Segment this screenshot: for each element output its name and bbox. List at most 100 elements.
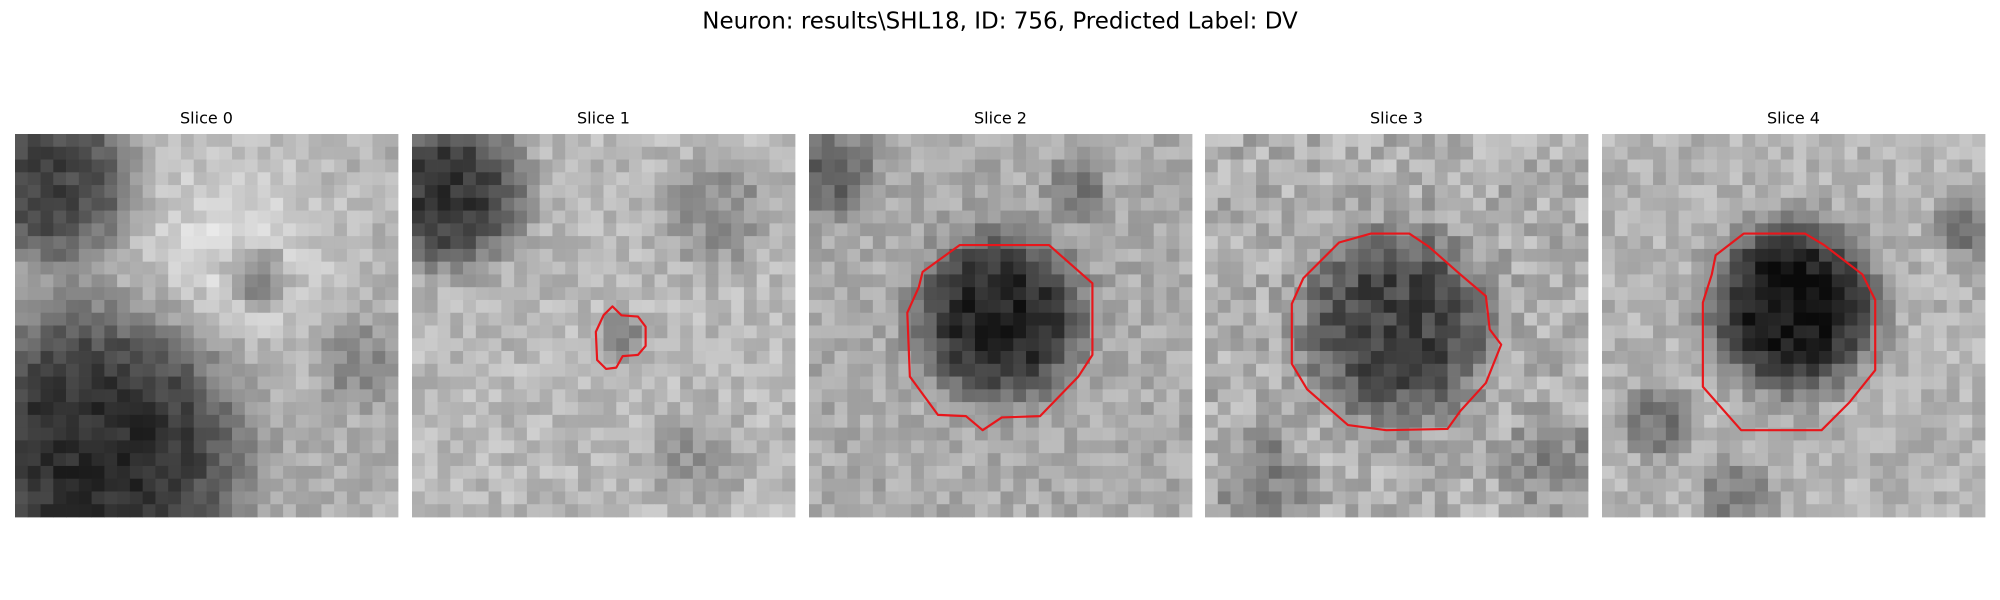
pixel (1806, 351, 1820, 365)
pixel (1115, 504, 1129, 518)
pixel (809, 325, 823, 339)
pixel (1026, 287, 1040, 301)
pixel (1281, 236, 1295, 250)
pixel (552, 453, 566, 467)
pixel (1793, 134, 1807, 148)
pixel (372, 274, 386, 288)
pixel (27, 248, 41, 263)
pixel (1921, 491, 1935, 505)
pixel (616, 504, 630, 518)
pixel (539, 159, 553, 173)
pixel (974, 210, 989, 224)
pixel (731, 146, 745, 160)
pixel (1882, 274, 1897, 288)
pixel (872, 338, 886, 352)
pixel (1422, 236, 1436, 250)
pixel (1691, 389, 1705, 403)
pixel (782, 312, 796, 326)
pixel (488, 453, 502, 467)
pixel (193, 478, 207, 492)
pixel (193, 427, 207, 441)
pixel (616, 414, 630, 429)
pixel (1243, 504, 1257, 518)
pixel (385, 287, 399, 301)
pixel (308, 210, 322, 224)
pixel (180, 299, 195, 314)
pixel (1345, 312, 1359, 326)
pixel (1716, 261, 1731, 275)
pixel (616, 236, 630, 250)
pixel (117, 402, 131, 416)
pixel (1307, 491, 1321, 505)
pixel (219, 185, 233, 199)
pixel (1536, 376, 1551, 390)
pixel (270, 210, 284, 224)
pixel (424, 159, 438, 173)
pixel (1345, 478, 1359, 492)
pixel (821, 223, 835, 237)
pixel (359, 172, 373, 186)
pixel (1026, 197, 1040, 211)
pixel (1691, 248, 1705, 263)
pixel (821, 236, 835, 250)
pixel (1294, 465, 1308, 480)
pixel (1485, 338, 1500, 352)
pixel (769, 172, 783, 186)
pixel (885, 402, 899, 416)
pixel (1128, 491, 1142, 505)
pixel (1230, 274, 1244, 288)
contour (906, 243, 1094, 432)
pixel (1602, 351, 1616, 365)
pixel (641, 389, 655, 403)
pixel (385, 338, 399, 352)
pixel (577, 312, 592, 326)
pixel (1704, 134, 1718, 148)
pixel (1140, 172, 1155, 186)
pixel (1013, 248, 1027, 263)
pixel (66, 159, 80, 173)
pixel (1166, 427, 1180, 441)
pixel (1268, 389, 1282, 403)
pixel (898, 440, 912, 454)
pixel (1256, 210, 1270, 224)
pixel (667, 134, 681, 148)
pixel (1844, 261, 1858, 275)
pixel (1921, 172, 1935, 186)
pixel (898, 159, 912, 173)
pixel (1640, 414, 1654, 429)
pixel (1205, 223, 1219, 237)
pixel (769, 402, 783, 416)
pixel (283, 159, 297, 173)
pixel (488, 159, 502, 173)
pixel (756, 146, 770, 160)
pixel (1549, 185, 1563, 199)
pixel (1447, 478, 1461, 492)
pixel (1716, 325, 1731, 339)
pixel (244, 261, 258, 275)
pixel (1831, 351, 1845, 365)
pixel (539, 146, 553, 160)
pixel (654, 504, 668, 518)
pixel (1115, 274, 1129, 288)
pixel (1077, 351, 1091, 365)
pixel (1179, 440, 1193, 454)
pixel (1396, 248, 1410, 263)
pixel (1959, 210, 1973, 224)
pixel (1716, 504, 1731, 518)
pixel (1946, 185, 1960, 199)
pixel (1895, 312, 1909, 326)
pixel (66, 414, 80, 429)
pixel (962, 172, 976, 186)
pixel (1307, 427, 1321, 441)
pixel (1959, 491, 1973, 505)
pixel (1602, 453, 1616, 467)
pixel (1908, 363, 1922, 377)
pixel (1422, 299, 1436, 314)
pixel (1793, 248, 1807, 263)
pixel (539, 351, 553, 365)
pixel (1434, 197, 1448, 211)
pixel (1051, 440, 1065, 454)
pixel (283, 453, 297, 467)
pixel (424, 274, 438, 288)
pixel (1524, 491, 1538, 505)
